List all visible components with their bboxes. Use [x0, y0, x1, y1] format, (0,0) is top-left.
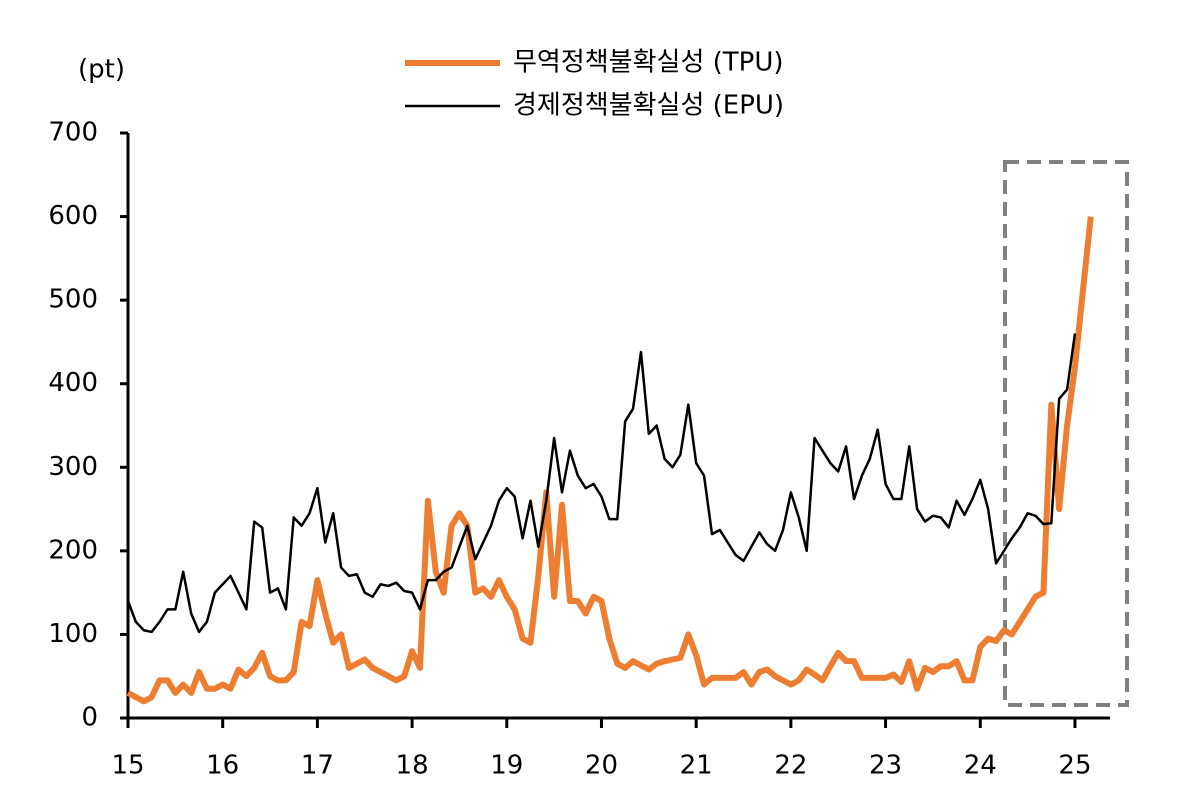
x-tick-label: 23 — [869, 751, 902, 781]
x-tick-label: 21 — [680, 751, 713, 781]
data-line — [126, 333, 1077, 634]
y-tick-label: 0 — [81, 703, 98, 733]
x-tick-label: 16 — [206, 751, 239, 781]
x-tick-label: 20 — [585, 751, 618, 781]
x-tick-label: 24 — [964, 751, 997, 781]
y-tick-label: 600 — [48, 201, 98, 231]
x-tick-label: 15 — [111, 751, 144, 781]
highlight-box — [1003, 160, 1129, 707]
x-tick-label: 17 — [301, 751, 334, 781]
legend-label: 경제정책불확실성 (EPU) — [513, 91, 784, 121]
x-tick-label: 22 — [774, 751, 807, 781]
y-tick-label: 200 — [48, 535, 98, 565]
y-tick-label: 400 — [48, 368, 98, 398]
y-tick-label: 300 — [48, 452, 98, 482]
data-line — [126, 216, 1094, 705]
x-tick-label: 25 — [1058, 751, 1091, 781]
y-tick-label: 700 — [48, 118, 98, 148]
y-tick-label: 500 — [48, 285, 98, 315]
x-tick-label: 19 — [490, 751, 523, 781]
y-axis-label: (pt) — [78, 55, 125, 85]
x-tick-label: 18 — [396, 751, 429, 781]
legend-label: 무역정책불확실성 (TPU) — [513, 48, 784, 78]
y-tick-label: 100 — [48, 619, 98, 649]
